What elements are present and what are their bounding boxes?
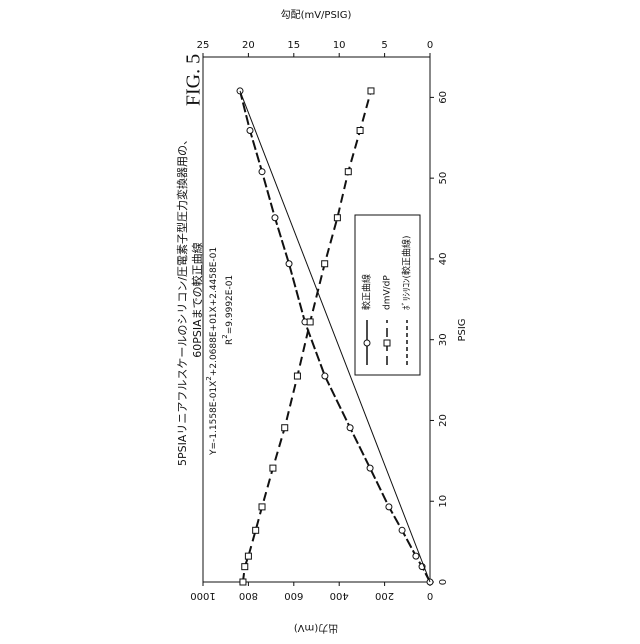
y2-tick-label: 0 xyxy=(427,40,433,51)
point xyxy=(367,465,373,471)
point xyxy=(286,261,292,267)
point xyxy=(345,169,351,175)
r-squared: R2=9.9992E-01 xyxy=(221,275,235,345)
point xyxy=(242,564,248,570)
point xyxy=(294,373,300,379)
chart: 5PSIAリニアフルスケールのシリコン/圧電素子型圧力変換器用の、 60PSIA… xyxy=(0,0,640,640)
point xyxy=(272,215,278,221)
equation-part: Y=-1.1558E-01X xyxy=(209,381,219,456)
y2-tick-label: 15 xyxy=(287,40,300,51)
x-tick-label: 10 xyxy=(438,495,449,508)
point xyxy=(282,425,288,431)
point xyxy=(357,128,363,134)
point xyxy=(399,527,405,533)
y2-tick-label: 25 xyxy=(197,40,210,51)
point xyxy=(347,425,353,431)
x-tick-label: 30 xyxy=(438,333,449,346)
point xyxy=(259,169,265,175)
point xyxy=(386,504,392,510)
y2-axis-label: 勾配(mV/PSIG) xyxy=(281,8,352,21)
x-tick-label: 60 xyxy=(438,91,449,104)
figure-label: FIG. 5 xyxy=(183,54,205,106)
y-tick-label: 0 xyxy=(427,590,433,601)
legend-label: 較正曲線 xyxy=(361,274,373,310)
point xyxy=(368,88,374,94)
point xyxy=(322,373,328,379)
x-tick-label: 40 xyxy=(438,253,449,266)
y2-tick-label: 20 xyxy=(242,40,255,51)
point xyxy=(322,261,328,267)
y-tick-label: 600 xyxy=(284,590,303,601)
y2-tick-label: 10 xyxy=(333,40,346,51)
y-tick-label: 200 xyxy=(375,590,394,601)
equation-part: +2.0688E+01X+2.4458E-01 xyxy=(209,247,219,376)
y-axis-label: 出力(mV) xyxy=(294,622,338,635)
point xyxy=(259,504,265,510)
chart-title: 60PSIAまでの較正曲線 xyxy=(190,242,204,357)
equation: Y=-1.1558E-01X2+2.0688E+01X+2.4458E-01 xyxy=(205,247,219,456)
point xyxy=(240,579,246,585)
x-tick-label: 0 xyxy=(438,579,449,585)
r-part: =9.9992E-01 xyxy=(225,275,235,334)
legend-marker xyxy=(364,340,370,346)
y2-tick-label: 5 xyxy=(381,40,387,51)
legend-marker xyxy=(384,340,390,346)
y-tick-label: 800 xyxy=(239,590,258,601)
point xyxy=(270,465,276,471)
point xyxy=(247,128,253,134)
point xyxy=(253,527,259,533)
y-tick-label: 1000 xyxy=(190,590,215,601)
chart-title: 5PSIAリニアフルスケールのシリコン/圧電素子型圧力変換器用の、 xyxy=(175,134,189,466)
point xyxy=(334,215,340,221)
point xyxy=(413,553,419,559)
point xyxy=(307,319,313,325)
page: 5PSIAリニアフルスケールのシリコン/圧電素子型圧力変換器用の、 60PSIA… xyxy=(0,0,640,640)
x-tick-label: 50 xyxy=(438,172,449,185)
legend-label: dmV/dP xyxy=(383,275,393,310)
y-tick-label: 400 xyxy=(330,590,349,601)
legend-label: ﾎﾞﾘｼﾘｺﾝ(較正曲線) xyxy=(401,235,413,310)
x-axis-label: PSIG xyxy=(457,318,468,341)
x-tick-label: 20 xyxy=(438,414,449,427)
rotated-figure: 5PSIAリニアフルスケールのシリコン/圧電素子型圧力変換器用の、 60PSIA… xyxy=(175,8,468,635)
point xyxy=(245,553,251,559)
